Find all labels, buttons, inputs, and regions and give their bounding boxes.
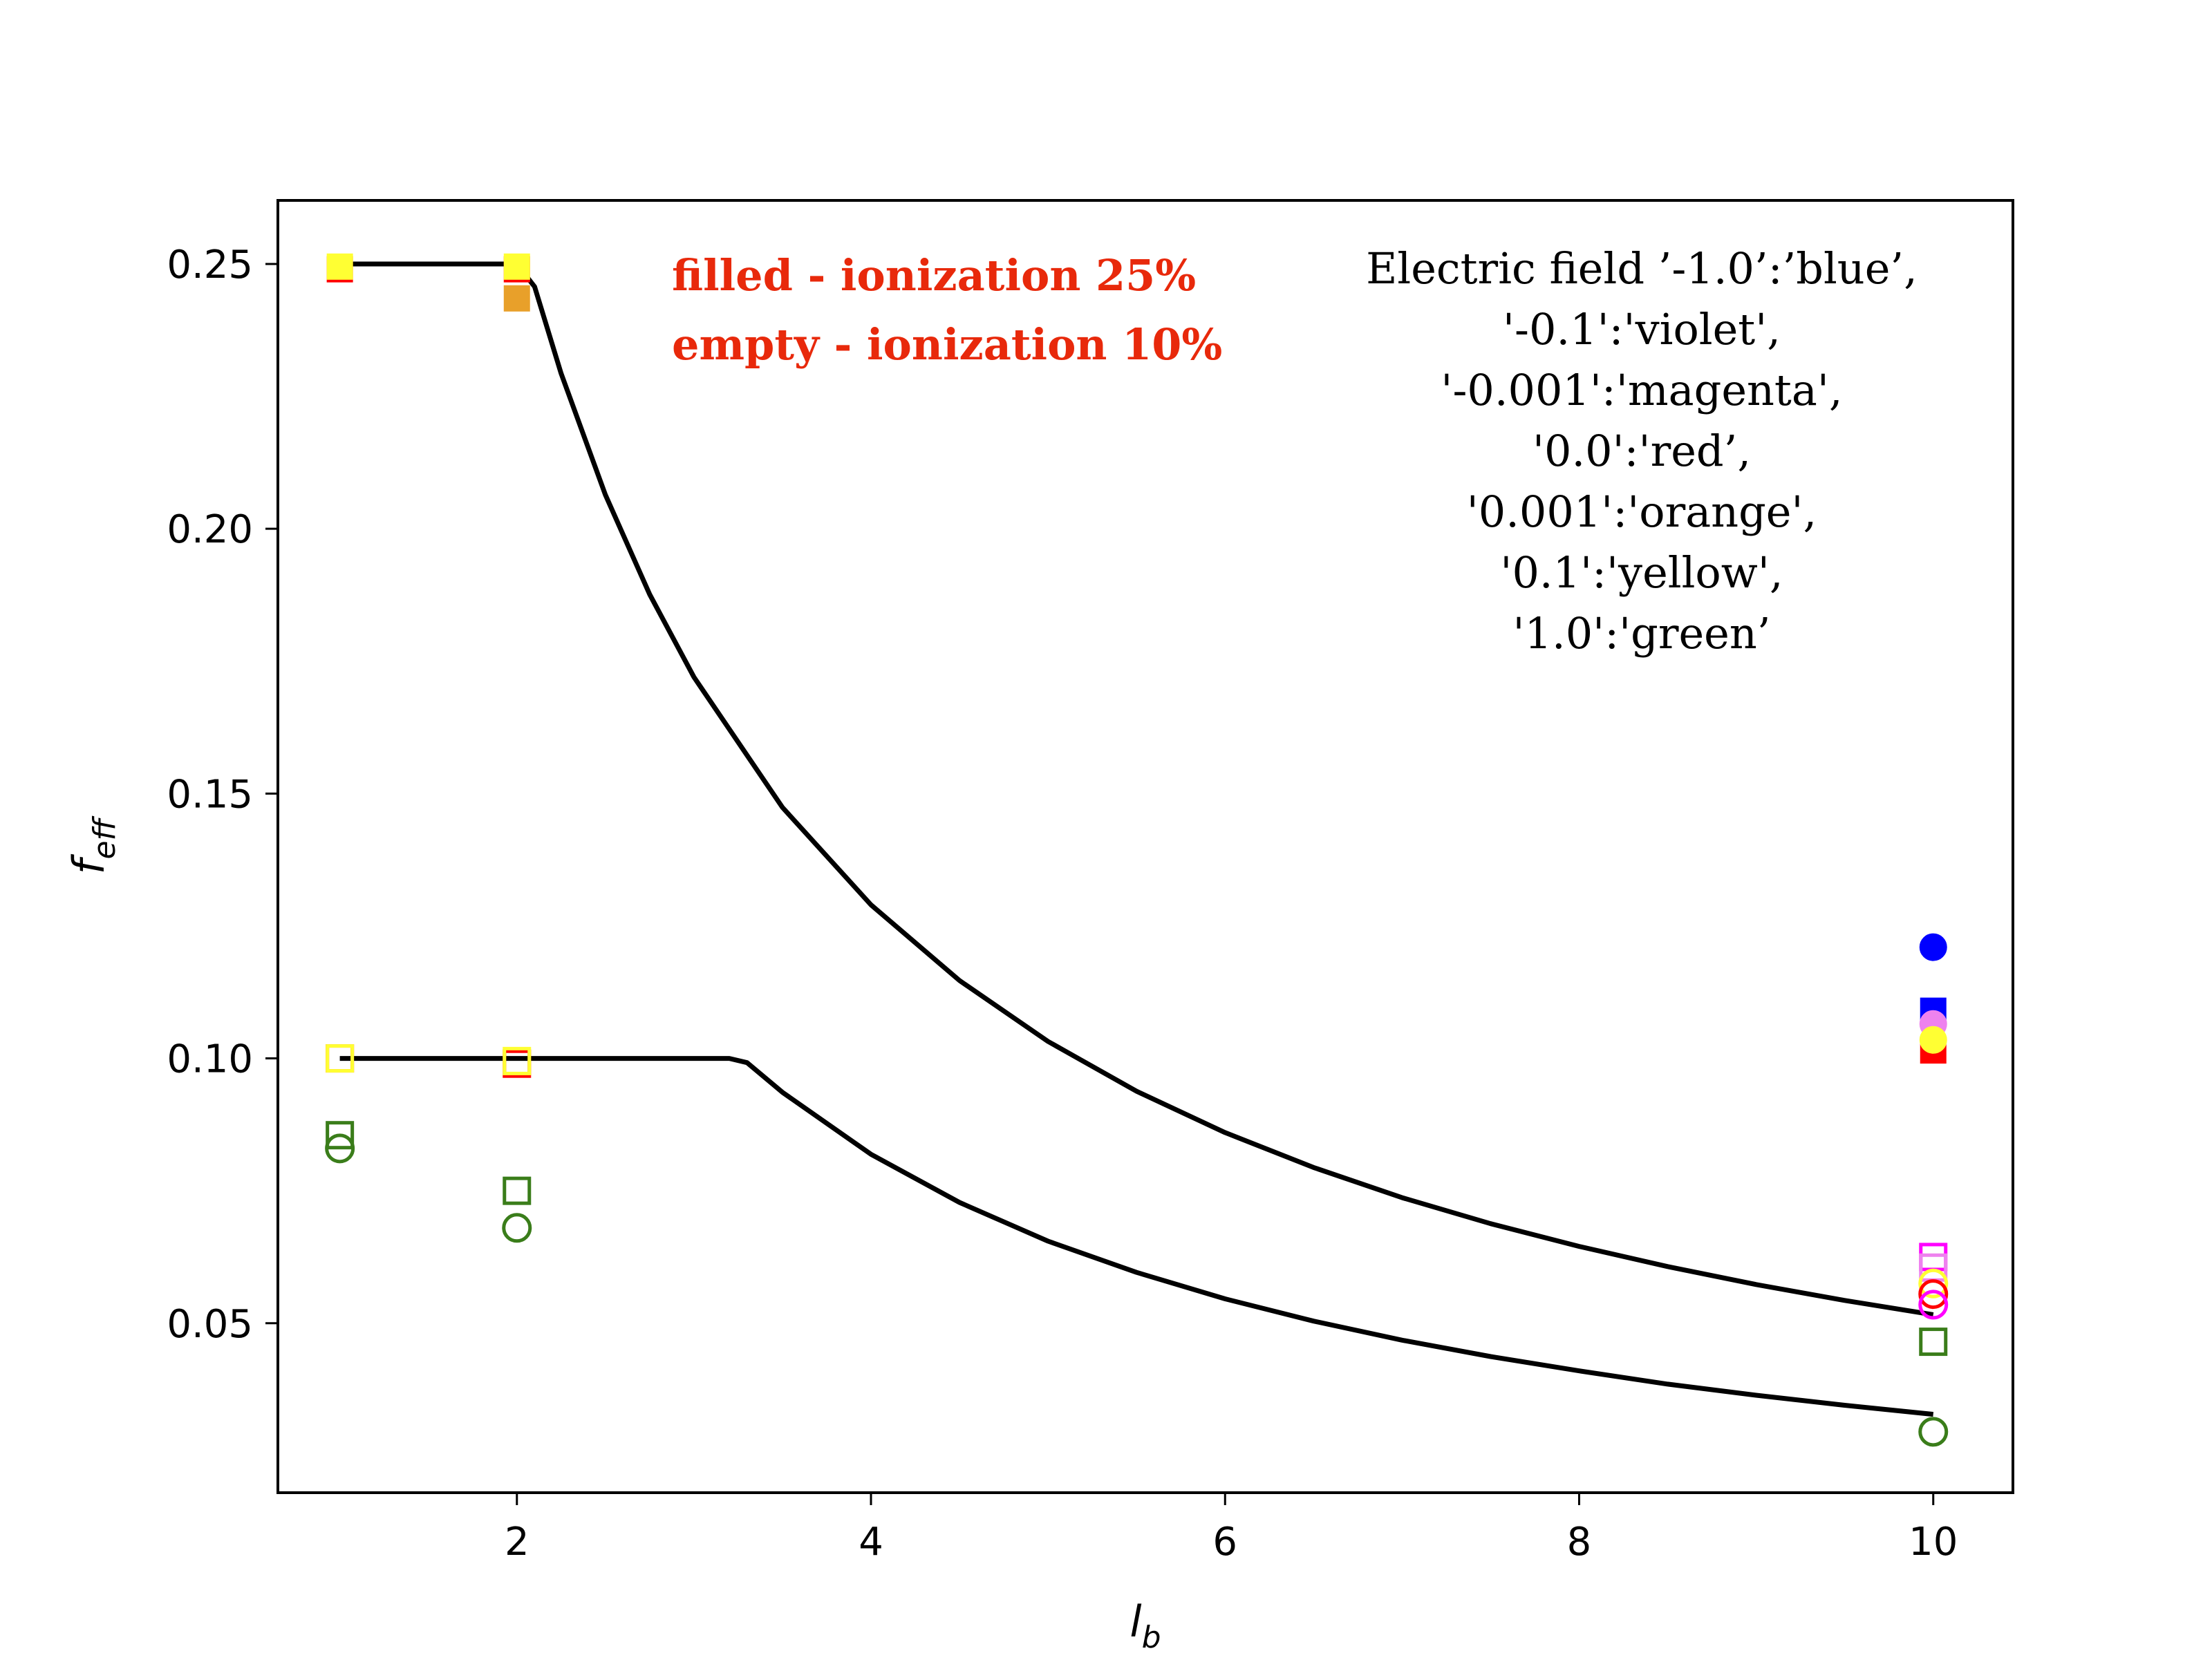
data-point-yellow-square-filled <box>503 253 530 280</box>
data-point-yellow-circle-empty <box>1918 1268 1949 1299</box>
data-point-green-square-empty <box>326 1121 355 1150</box>
axis-ticks: 2 4 6 8 10 0.05 0.10 0.15 0.20 0.25 <box>167 243 1958 1565</box>
x-tick-label: 8 <box>1567 1520 1592 1565</box>
x-axis-label-main: l <box>1130 1596 1141 1647</box>
plot-frame <box>276 199 2014 1494</box>
legend-note-line-5: '0.001':'orange', <box>1467 487 1817 537</box>
legend-note-line-3: '-0.001':'magenta', <box>1441 365 1842 415</box>
y-tick-label: 0.05 <box>167 1302 253 1347</box>
x-tick-label: 10 <box>1909 1520 1958 1565</box>
plot-marks <box>325 253 1949 1447</box>
y-tick-label: 0.20 <box>167 507 253 552</box>
data-point-yellow-circle-filled <box>1919 1026 1947 1054</box>
fit-line-curve-25 <box>339 261 1934 1317</box>
y-tick-label: 0.10 <box>167 1037 253 1082</box>
fill-note-line-1: filled - ionization 25% <box>672 250 1196 301</box>
x-axis-label: lb <box>1130 1596 1161 1655</box>
data-point-green-square-empty <box>1919 1328 1948 1357</box>
y-axis-label-sub: eff <box>87 815 122 859</box>
y-tick-label: 0.25 <box>167 243 253 287</box>
data-point-green-circle-empty <box>502 1213 532 1243</box>
y-tick-label: 0.15 <box>167 772 253 817</box>
x-tick-label: 2 <box>505 1520 529 1565</box>
data-point-green-square-empty <box>503 1176 532 1205</box>
x-tick-label: 4 <box>859 1520 883 1565</box>
y-axis-label: feff <box>64 815 122 874</box>
data-point-green-circle-empty <box>1918 1417 1949 1447</box>
data-point-blue-circle-filled <box>1919 933 1947 961</box>
legend-note-line-1: Electric field ’-1.0’:’blue’, <box>1366 243 1918 294</box>
legend-note-line-7: '1.0':'green’ <box>1513 608 1771 659</box>
data-point-red-circle-empty <box>1918 1279 1949 1310</box>
fill-note-line-2: empty - ionization 10% <box>672 319 1222 370</box>
legend-note-line-2: '-0.1':'violet', <box>1503 304 1781 355</box>
legend-note-line-6: '0.1':'yellow', <box>1500 547 1783 598</box>
data-point-yellow-square-empty <box>503 1046 532 1075</box>
data-point-magenta-circle-empty <box>1918 1290 1949 1320</box>
data-point-green-circle-empty <box>325 1133 355 1164</box>
fit-line-curve-10 <box>339 1056 1934 1417</box>
data-point-yellow-square-empty <box>326 1044 355 1073</box>
x-tick-label: 6 <box>1212 1520 1237 1565</box>
legend-note-line-4: '0.0':'red’, <box>1533 426 1751 476</box>
data-point-orange-square-filled <box>503 285 530 312</box>
x-axis-label-sub: b <box>1142 1620 1161 1655</box>
data-point-yellow-square-filled <box>326 253 353 280</box>
